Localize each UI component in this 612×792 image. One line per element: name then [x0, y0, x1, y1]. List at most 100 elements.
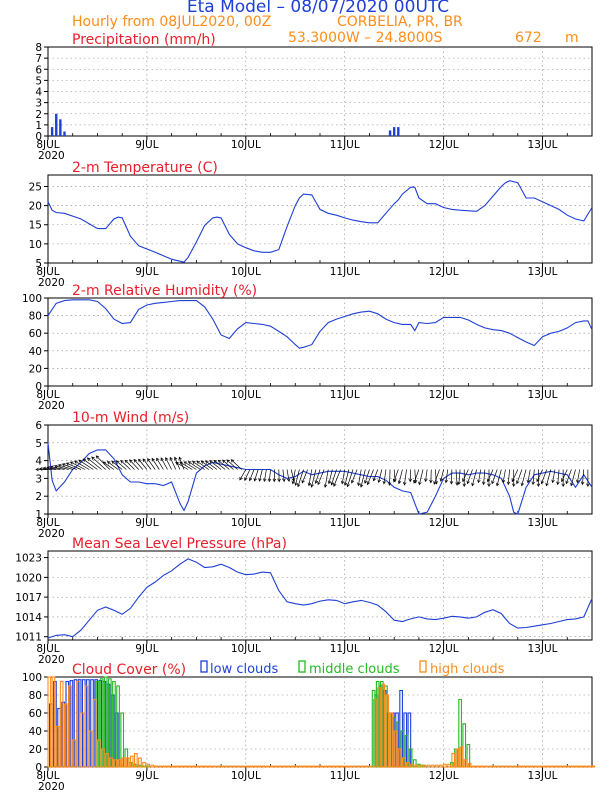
wind-ytick-label: 4: [35, 456, 42, 468]
cloud-bar: [154, 765, 159, 768]
wind-arrow: [133, 459, 144, 470]
wind-arrow-head: [487, 483, 491, 488]
wind-arrow: [205, 460, 218, 470]
wind-arrow: [502, 469, 506, 483]
mslp-ytick-label: 1011: [15, 632, 42, 644]
wind-arrow: [142, 458, 152, 470]
cloud-bar: [191, 765, 196, 768]
wind-arrow: [467, 469, 473, 484]
rh-panel: 0 20 40 60 80 100 8JUL 9JUL 10JUL 11JUL 12JUL 13JUL…: [22, 283, 593, 412]
wind-ytick-label: 6: [35, 420, 42, 432]
cloud-bar: [550, 765, 554, 768]
wind-arrow-head: [263, 478, 267, 483]
wind-arrow: [282, 469, 285, 482]
cloud-bar: [570, 765, 575, 768]
wind-arrow: [74, 460, 90, 470]
rh-xtick-label: 10JUL: [231, 389, 261, 401]
wind-arrow-head: [91, 456, 95, 460]
cloud-frame: [47, 676, 593, 768]
cloud-bar: [315, 765, 320, 768]
wind-arrow-head: [359, 484, 364, 488]
wind-arrow-head: [111, 460, 115, 465]
wind-arrow-head: [343, 482, 348, 486]
cloud-bar: [471, 765, 476, 768]
cloud-bar: [88, 730, 93, 768]
cloud-bar: [504, 765, 509, 768]
wind-arrow: [58, 464, 73, 470]
legend-low-label: low clouds: [210, 662, 279, 677]
mslp-frame: [47, 550, 593, 641]
wind-panel: 1 2 3 4 5 6 8JUL 9JUL 10JUL 11JUL 12JUL 13JUL 2020 10…: [35, 410, 593, 540]
cloud-bar: [129, 755, 134, 768]
rh-line: [47, 299, 593, 349]
wind-xtick-label: 11JUL: [330, 517, 360, 529]
cloud-bar: [228, 765, 233, 768]
wind-arrow: [70, 461, 86, 470]
rh-xtick-label: 13JUL: [528, 389, 558, 401]
wind-arrow-head: [174, 456, 178, 461]
wind-arrow-head: [576, 479, 580, 484]
cloud-bar: [216, 765, 221, 768]
cloud-bar: [274, 765, 278, 768]
wind-arrow: [151, 458, 160, 470]
wind-arrow: [160, 457, 168, 470]
wind-arrow-head: [239, 476, 243, 481]
cloud-bar: [92, 698, 97, 768]
wind-arrow: [102, 461, 115, 470]
wind-arrow-head: [82, 458, 87, 462]
wind-year-label: 2020: [38, 528, 65, 540]
precip-xtick-label: 9JUL: [135, 139, 158, 151]
cloud-bar: [476, 765, 480, 768]
legend-high-swatch: [419, 660, 427, 673]
wind-arrow-head: [516, 480, 520, 485]
precip-bar: [388, 130, 392, 136]
cloud-bar: [101, 748, 105, 768]
rh-ytick-label: 80: [29, 311, 42, 323]
wind-arrow: [82, 458, 98, 470]
wind-arrow-head: [78, 459, 82, 463]
temp-xtick-label: 10JUL: [231, 266, 261, 278]
wind-arrow-head: [142, 458, 146, 462]
wind-arrow: [398, 469, 403, 484]
cloud-bar: [84, 685, 89, 768]
temp-ytick-label: 25: [29, 181, 42, 193]
temp-year-label: 2020: [38, 277, 65, 289]
wind-arrow: [175, 461, 189, 470]
wind-arrow: [43, 467, 57, 470]
wind-line: [47, 442, 593, 515]
precip-ytick-label: 5: [35, 75, 42, 87]
cloud-bar: [117, 759, 122, 768]
wind-arrow-head: [244, 477, 248, 481]
wind-arrow: [527, 469, 531, 483]
wind-arrow-head: [169, 456, 173, 461]
wind-arrow-head: [115, 460, 120, 464]
wind-arrow-head: [444, 479, 448, 484]
wind-arrow-head: [307, 482, 312, 487]
wind-arrow: [78, 459, 94, 470]
cloud-bar: [381, 683, 385, 768]
wind-arrow: [301, 469, 308, 483]
precip-bar: [55, 113, 58, 136]
wind-arrow: [147, 458, 156, 470]
cloud-bar: [76, 680, 80, 768]
cloud-bar: [208, 765, 212, 768]
mslp-xtick-label: 11JUL: [330, 643, 360, 655]
wind-title: 10-m Wind (m/s): [72, 410, 189, 426]
wind-arrow: [478, 469, 482, 483]
wind-arrow-head: [133, 458, 138, 463]
wind-arrow-head: [477, 479, 481, 484]
wind-arrow: [483, 469, 486, 485]
cloud-bar: [138, 757, 142, 768]
wind-arrow: [414, 469, 417, 483]
cloud-xtick-label: 12JUL: [429, 770, 459, 782]
wind-arrow: [268, 469, 271, 482]
mslp-line: [47, 558, 593, 639]
cloud-bar: [397, 748, 402, 768]
cloud-panel: 0 20 40 60 80 100 8JUL 9JUL 10JUL 11JUL 12JUL 13JUL…: [22, 662, 596, 792]
cloud-bar: [368, 765, 373, 768]
cloud-bar: [373, 698, 377, 768]
cloud-bar: [484, 765, 488, 768]
cloud-bar: [385, 694, 390, 768]
wind-arrow-head: [449, 481, 454, 485]
